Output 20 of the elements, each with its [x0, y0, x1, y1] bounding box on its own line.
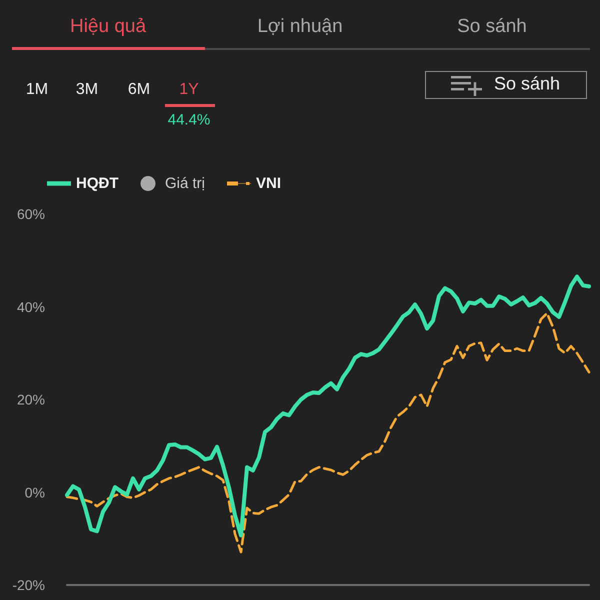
text: 1Y: [179, 80, 199, 100]
text: Lợi nhuận: [257, 16, 343, 38]
text: So sánh: [457, 16, 527, 38]
y-tick-label: -20%: [12, 577, 45, 593]
y-tick-label: 0%: [24, 484, 45, 500]
legend-label: VNI: [256, 175, 282, 192]
text: So sánh: [494, 74, 560, 94]
text: 3M: [76, 80, 98, 100]
legend-label: Giá trị: [164, 175, 206, 192]
legend-label: HQĐT: [76, 175, 118, 192]
compare-button[interactable]: [425, 71, 587, 99]
y-tick-label: 20%: [16, 392, 45, 408]
line-series: [65, 274, 591, 538]
text: 44.4%: [168, 111, 210, 129]
y-tick-label: 40%: [16, 298, 45, 315]
y-tick-label: 60%: [16, 206, 45, 222]
text: Hiệu quả: [70, 16, 146, 38]
line-series: [66, 312, 590, 554]
text: 6M: [128, 80, 150, 100]
text: 1M: [26, 80, 48, 100]
